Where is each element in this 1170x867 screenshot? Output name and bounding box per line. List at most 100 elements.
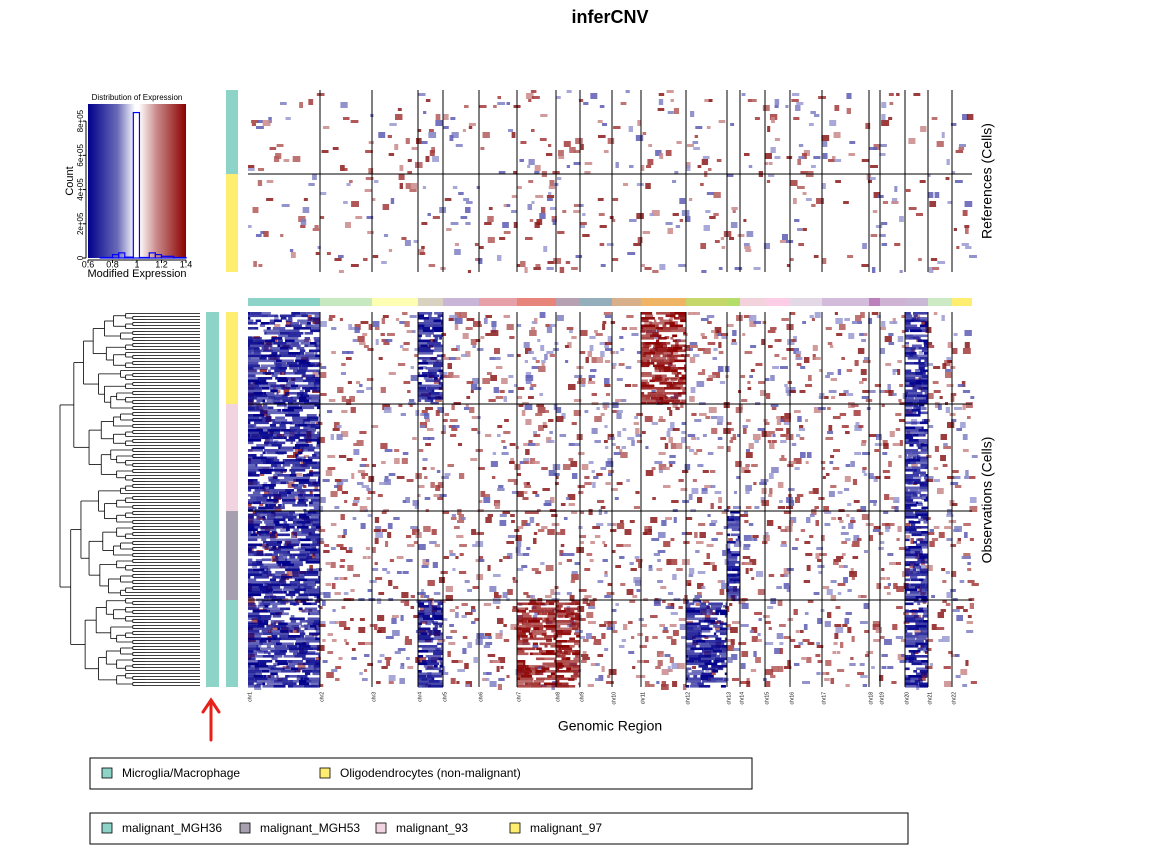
heatmap-cell (466, 381, 474, 384)
heatmap-cell (527, 165, 531, 168)
cnv-cell (285, 319, 293, 323)
heatmap-cell (331, 351, 336, 354)
heatmap-cell (645, 636, 649, 642)
cnv-cell (434, 337, 439, 340)
cnv-cell (302, 379, 315, 383)
heatmap-cell (901, 654, 905, 657)
cnv-cell (534, 635, 537, 638)
cnv-cell (283, 591, 287, 594)
heatmap-cell (774, 156, 781, 159)
heatmap-cell (804, 541, 811, 544)
heatmap-cell (929, 541, 935, 547)
cnv-cell (248, 409, 264, 412)
cnv-cell (312, 670, 320, 673)
cnv-cell (539, 642, 552, 646)
cnv-cell (905, 528, 917, 532)
cnv-cell (925, 518, 928, 522)
cnv-cell (248, 501, 251, 505)
heatmap-cell (709, 562, 715, 565)
heatmap-cell (580, 541, 584, 544)
heatmap-cell (565, 261, 571, 264)
cnv-cell (292, 504, 305, 507)
cnv-cell (702, 680, 717, 683)
cnv-cell (731, 568, 740, 572)
cnv-cell (418, 677, 432, 681)
heatmap-cell (677, 663, 685, 669)
heatmap-cell (713, 192, 721, 198)
heatmap-cell (953, 529, 960, 532)
cnv-cell (418, 602, 425, 606)
heatmap-cell (626, 479, 630, 482)
cnv-cell (254, 421, 269, 425)
cnv-cell (905, 436, 914, 440)
cnv-cell (257, 680, 272, 683)
heatmap-cell (774, 354, 780, 357)
heatmap-cell (547, 261, 554, 264)
heatmap-cell (290, 252, 296, 258)
observation-annotation (226, 600, 238, 687)
heatmap-cell (749, 568, 753, 571)
heatmap-cell (625, 90, 630, 93)
cnv-cell (291, 342, 300, 345)
cnv-cell (268, 479, 280, 482)
heatmap-cell (629, 219, 637, 222)
cnv-cell (684, 369, 686, 373)
heatmap-cell (899, 440, 903, 446)
observation-annotation (226, 511, 238, 600)
cnv-cell (288, 680, 294, 683)
cnv-cell (248, 607, 260, 611)
cnv-cell (257, 513, 272, 517)
heatmap-cell (360, 523, 366, 529)
cnv-cell (313, 357, 320, 360)
heatmap-cell (679, 198, 686, 204)
heatmap-cell (781, 541, 787, 544)
cnv-cell (702, 650, 713, 653)
heatmap-cell (513, 384, 518, 387)
cnv-cell (905, 667, 910, 671)
cnv-cell (248, 429, 264, 432)
heatmap-cell (406, 657, 410, 660)
heatmap-cell (465, 222, 471, 225)
cnv-cell (288, 397, 294, 400)
heatmap-cell (365, 547, 371, 550)
cnv-cell (720, 612, 727, 616)
cnv-cell (262, 402, 274, 405)
heatmap-cell (946, 514, 954, 517)
heatmap-cell (892, 372, 896, 375)
heatmap-cell (636, 413, 643, 416)
heatmap-cell (774, 99, 780, 105)
heatmap-cell (470, 384, 478, 390)
cnv-cell (689, 672, 702, 676)
heatmap-cell (839, 413, 847, 416)
chromosome-bar (418, 298, 443, 306)
heatmap-cell (691, 413, 697, 416)
heatmap-cell (634, 416, 638, 419)
heatmap-cell (842, 624, 848, 627)
heatmap-cell (832, 651, 837, 654)
heatmap-cell (378, 132, 386, 138)
cnv-cell (919, 571, 928, 574)
heatmap-cell (648, 568, 653, 571)
cnv-cell (727, 573, 738, 577)
cnv-cell (273, 342, 287, 345)
cnv-cell (301, 647, 314, 651)
heatmap-cell (787, 660, 791, 666)
cnv-cell (288, 329, 300, 333)
heatmap-cell (845, 464, 851, 467)
heatmap-cell (364, 464, 370, 467)
cnv-cell (274, 511, 289, 514)
cnv-cell (267, 640, 280, 643)
cnv-cell (248, 421, 251, 425)
heatmap-cell (584, 162, 593, 165)
cnv-cell (262, 573, 276, 577)
cnv-cell (719, 652, 727, 656)
heatmap-cell (848, 333, 855, 339)
cnv-cell (277, 379, 289, 383)
heatmap-cell (600, 413, 605, 416)
cnv-cell (533, 680, 545, 683)
cnv-cell (914, 680, 921, 683)
cnv-cell (702, 667, 708, 671)
heatmap-cell (698, 523, 706, 526)
cnv-cell (266, 414, 271, 417)
cnv-cell (248, 531, 252, 534)
